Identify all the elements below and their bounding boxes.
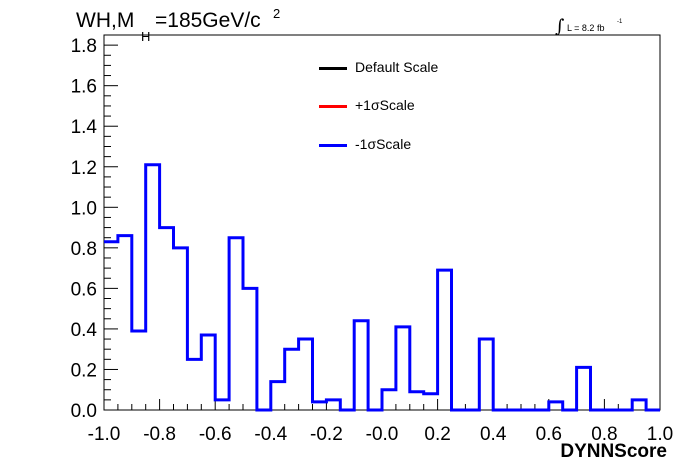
title-rest: =185GeV/c [155, 9, 261, 32]
legend-line-minus [319, 144, 347, 147]
x-tick-label: -0.8 [143, 424, 176, 445]
luminosity-superscript: -1 [617, 19, 623, 25]
x-tick-label: 1.0 [647, 424, 673, 445]
x-tick-label: -1.0 [88, 424, 121, 445]
axis-tick-labels: -1.0 -0.8 -0.6 -0.4 -0.2 -0.0 0.2 0.4 0.6 0.8 1.0 0… [71, 36, 674, 445]
x-tick-label: 0.2 [424, 424, 450, 445]
x-tick-label: 0.8 [591, 424, 617, 445]
x-tick-label: 0.6 [536, 424, 562, 445]
y-tick-label: 1.6 [71, 77, 97, 98]
legend-label-plus: +1σScale [355, 97, 415, 113]
y-tick-label: 1.8 [71, 36, 97, 57]
luminosity-label: L = 8.2 fb [567, 23, 605, 33]
y-tick-label: 1.2 [71, 158, 97, 179]
title-subscript: H [141, 29, 151, 44]
y-tick-label: 1.0 [71, 198, 97, 219]
legend-label-default: Default Scale [355, 59, 439, 75]
plot-title: WH,M [76, 9, 134, 33]
legend-line-plus [319, 105, 347, 108]
histogram-line-series-0 [104, 163, 660, 412]
y-tick-label: 0.2 [71, 360, 97, 381]
y-tick-label: 0.8 [71, 239, 97, 260]
title-text: WH,M [76, 9, 135, 32]
y-tick-label: 1.4 [71, 117, 98, 138]
legend-label-minus: -1σScale [355, 136, 412, 152]
x-tick-label: -0.6 [199, 424, 232, 445]
title-superscript: 2 [273, 6, 281, 21]
x-tick-label: 0.4 [480, 424, 507, 445]
x-tick-label: -0.0 [366, 424, 399, 445]
histogram-series [104, 163, 660, 412]
y-tick-label: 0.0 [71, 401, 97, 422]
x-tick-label: -0.2 [310, 424, 343, 445]
y-tick-label: 0.6 [71, 279, 97, 300]
x-tick-label: -0.4 [254, 424, 287, 445]
y-tick-label: 0.4 [71, 320, 98, 341]
x-axis-label: DYNNScore [560, 441, 667, 462]
legend-line-default [319, 67, 347, 70]
luminosity-integral-symbol: ∫ [555, 16, 565, 37]
